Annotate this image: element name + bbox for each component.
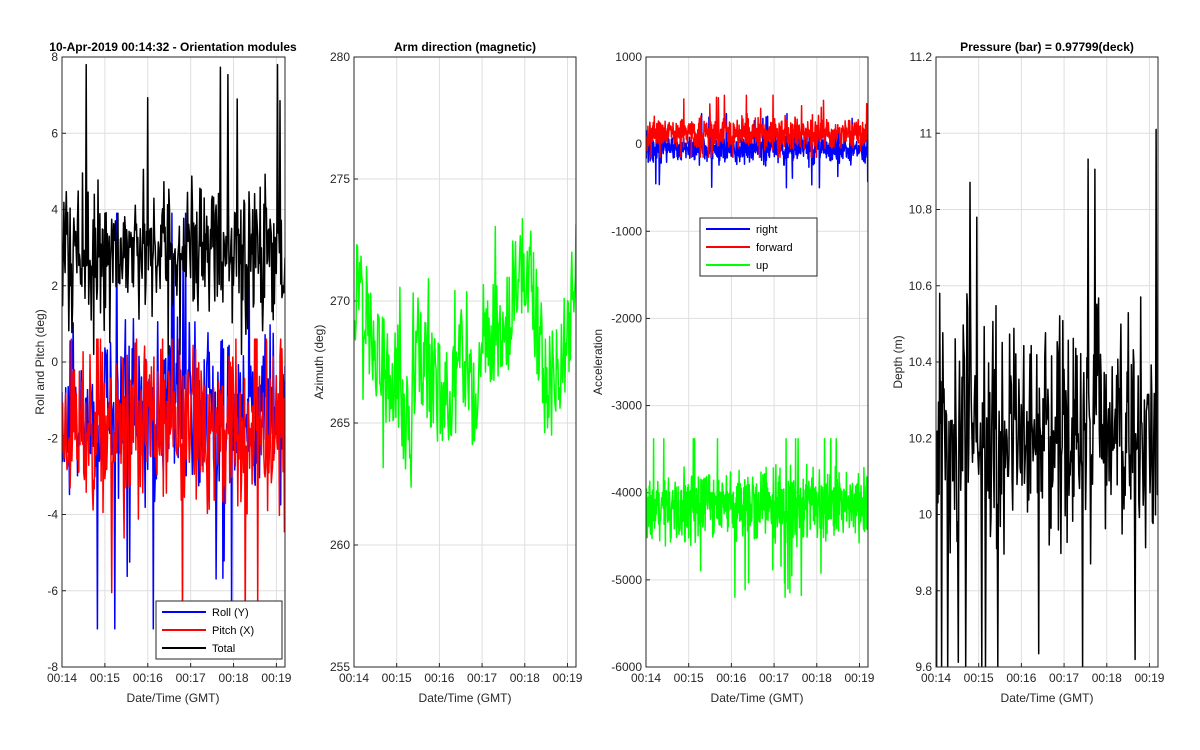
series-line-main [936,128,1158,667]
legend-label: up [756,260,768,272]
legend-label: Pitch (X) [212,625,254,637]
y-tick-label: 9.6 [915,660,932,674]
x-tick-label: 00:17 [467,671,497,685]
x-tick-label: 00:14 [47,671,77,685]
y-tick-label: 1000 [615,50,642,64]
acceleration-ylabel: Acceleration [591,329,605,395]
x-tick-label: 00:17 [759,671,789,685]
arm-direction-ylabel: Azimuth (deg) [312,325,326,400]
legend-label: Roll (Y) [212,607,249,619]
pressure-ylabel: Depth (m) [891,335,905,388]
pressure-title: Pressure (bar) = 0.97799(deck) [960,40,1134,54]
x-tick-label: 00:18 [510,671,540,685]
series-line-right [646,112,868,189]
series-line-total [62,63,285,356]
y-tick-label: -2 [47,431,58,445]
orientation-xlabel: Date/Time (GMT) [127,691,220,705]
y-tick-label: 260 [330,538,350,552]
y-tick-label: -5000 [611,573,642,587]
y-tick-label: 270 [330,294,350,308]
y-tick-label: -6000 [611,660,642,674]
x-tick-label: 00:19 [1134,671,1164,685]
y-tick-label: 10.4 [909,355,933,369]
y-tick-label: -6 [47,584,58,598]
y-tick-label: -8 [47,660,58,674]
acceleration-xlabel: Date/Time (GMT) [711,691,804,705]
y-tick-label: -2000 [611,311,642,325]
series-group [936,128,1158,667]
series-line-main [354,218,576,488]
y-tick-label: 255 [330,660,350,674]
series-group [62,63,285,640]
y-tick-label: 0 [51,355,58,369]
series-line-up [646,437,868,599]
y-tick-label: -1000 [611,224,642,238]
series-group [646,94,868,599]
x-tick-label: 00:17 [176,671,206,685]
x-tick-label: 00:15 [90,671,120,685]
x-tick-label: 00:17 [1049,671,1079,685]
x-tick-label: 00:16 [1006,671,1036,685]
arm-direction-title: Arm direction (magnetic) [394,40,536,54]
series-line-pitch-x [62,338,285,640]
legend-label: forward [756,242,793,254]
x-tick-label: 00:15 [674,671,704,685]
y-tick-label: 2 [51,279,58,293]
x-tick-label: 00:16 [133,671,163,685]
y-tick-label: 10 [919,508,933,522]
y-tick-label: 4 [51,203,58,217]
y-tick-label: 275 [330,172,350,186]
axes-frame [353,56,577,668]
series-group [354,218,576,488]
y-tick-label: 10.6 [909,279,933,293]
legend: right forward up [699,217,818,277]
legend: Roll (Y) Pitch (X) Total [155,600,283,660]
axes-frame [935,56,1159,668]
arm-direction-panel: Arm direction (magnetic) Date/Time (GMT)… [312,40,583,705]
orientation-ylabel: Roll and Pitch (deg) [33,309,47,414]
y-tick-label: 9.8 [915,584,932,598]
y-tick-label: 6 [51,126,58,140]
x-tick-label: 00:18 [1092,671,1122,685]
x-tick-label: 00:19 [552,671,582,685]
y-tick-label: 265 [330,416,350,430]
y-tick-label: -3000 [611,399,642,413]
legend-label: Total [212,643,235,655]
y-tick-label: 0 [635,137,642,151]
y-tick-label: -4 [47,508,58,522]
x-tick-label: 00:14 [631,671,661,685]
y-tick-label: 8 [51,50,58,64]
x-tick-label: 00:15 [382,671,412,685]
orientation-panel: 10-Apr-2019 00:14:32 - Orientation modul… [33,40,297,705]
x-tick-label: 00:19 [261,671,291,685]
pressure-xlabel: Date/Time (GMT) [1001,691,1094,705]
x-tick-label: 00:14 [921,671,951,685]
x-tick-label: 00:19 [844,671,874,685]
x-tick-label: 00:14 [339,671,369,685]
y-tick-label: 11.2 [910,50,933,64]
axes-frame [645,56,869,668]
x-tick-label: 00:16 [716,671,746,685]
legend-label: right [756,224,777,236]
axes-frame [61,56,286,668]
arm-direction-xlabel: Date/Time (GMT) [419,691,512,705]
x-tick-label: 00:18 [802,671,832,685]
x-tick-label: 00:15 [964,671,994,685]
pressure-panel: Pressure (bar) = 0.97799(deck) Date/Time… [891,40,1165,705]
series-line-forward [646,94,868,158]
y-tick-label: 10.2 [909,431,933,445]
y-tick-label: 280 [330,50,350,64]
y-tick-label: 11 [920,126,933,140]
x-tick-label: 00:16 [424,671,454,685]
y-tick-label: 10.8 [909,203,933,217]
acceleration-panel: Date/Time (GMT) Acceleration 00:14 00:15 0… [591,50,875,705]
x-tick-label: 00:18 [219,671,249,685]
y-tick-label: -4000 [611,486,642,500]
orientation-title: 10-Apr-2019 00:14:32 - Orientation modul… [49,40,297,54]
